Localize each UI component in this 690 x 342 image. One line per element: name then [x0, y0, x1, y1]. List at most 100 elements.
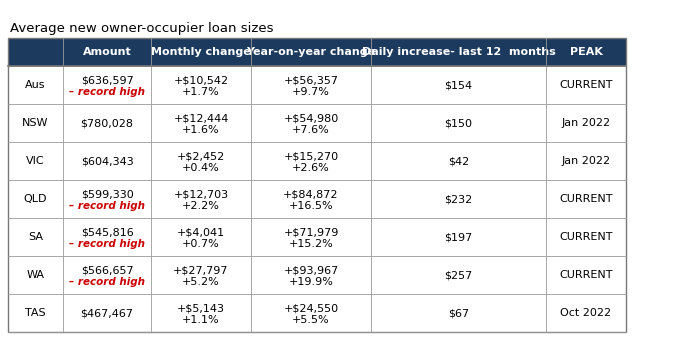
- Text: – record high: – record high: [69, 87, 145, 97]
- Text: $197: $197: [444, 232, 473, 242]
- Text: +1.6%: +1.6%: [182, 125, 220, 135]
- Text: $150: $150: [444, 118, 473, 128]
- Text: +$93,967: +$93,967: [284, 265, 339, 275]
- Text: – record high: – record high: [69, 277, 145, 287]
- Text: +5.5%: +5.5%: [292, 315, 330, 325]
- Text: +$54,980: +$54,980: [284, 113, 339, 123]
- Bar: [546, 256, 626, 294]
- Text: +$27,797: +$27,797: [173, 265, 229, 275]
- Text: +7.6%: +7.6%: [292, 125, 330, 135]
- Text: $467,467: $467,467: [81, 308, 133, 318]
- Text: +$56,357: +$56,357: [284, 75, 339, 85]
- Text: $154: $154: [444, 80, 473, 90]
- Bar: [63, 66, 151, 104]
- Bar: [8, 38, 626, 332]
- Bar: [151, 66, 251, 104]
- Text: +15.2%: +15.2%: [288, 239, 333, 249]
- Text: +$5,143: +$5,143: [177, 303, 225, 313]
- Bar: [371, 66, 546, 104]
- Text: Jan 2022: Jan 2022: [562, 156, 611, 166]
- Text: PEAK: PEAK: [569, 47, 602, 57]
- Text: CURRENT: CURRENT: [560, 270, 613, 280]
- Text: Aus: Aus: [26, 80, 46, 90]
- Text: $566,657: $566,657: [81, 265, 133, 275]
- Bar: [8, 104, 63, 142]
- Text: SA: SA: [28, 232, 43, 242]
- Text: $42: $42: [448, 156, 469, 166]
- Bar: [151, 142, 251, 180]
- Bar: [371, 38, 546, 66]
- Bar: [151, 218, 251, 256]
- Text: +0.4%: +0.4%: [182, 163, 220, 173]
- Bar: [151, 104, 251, 142]
- Text: QLD: QLD: [23, 194, 47, 204]
- Bar: [63, 142, 151, 180]
- Bar: [63, 256, 151, 294]
- Bar: [546, 66, 626, 104]
- Text: +$15,270: +$15,270: [284, 151, 339, 161]
- Text: +$12,703: +$12,703: [173, 189, 228, 199]
- Text: $636,597: $636,597: [81, 75, 133, 85]
- Bar: [371, 104, 546, 142]
- Text: +$12,444: +$12,444: [173, 113, 228, 123]
- Bar: [546, 38, 626, 66]
- Text: CURRENT: CURRENT: [560, 80, 613, 90]
- Bar: [251, 38, 371, 66]
- Bar: [251, 142, 371, 180]
- Text: $232: $232: [444, 194, 473, 204]
- Bar: [251, 66, 371, 104]
- Text: Average new owner-occupier loan sizes: Average new owner-occupier loan sizes: [10, 22, 273, 35]
- Text: +$10,542: +$10,542: [173, 75, 228, 85]
- Text: Jan 2022: Jan 2022: [562, 118, 611, 128]
- Text: $257: $257: [444, 270, 473, 280]
- Bar: [546, 218, 626, 256]
- Text: +$4,041: +$4,041: [177, 227, 225, 237]
- Text: CURRENT: CURRENT: [560, 232, 613, 242]
- Text: +2.6%: +2.6%: [292, 163, 330, 173]
- Bar: [151, 294, 251, 332]
- Bar: [251, 180, 371, 218]
- Text: Amount: Amount: [83, 47, 131, 57]
- Bar: [8, 66, 63, 104]
- Bar: [8, 294, 63, 332]
- Text: Monthly change: Monthly change: [151, 47, 251, 57]
- Text: Daily increase- last 12  months: Daily increase- last 12 months: [362, 47, 555, 57]
- Bar: [371, 180, 546, 218]
- Bar: [371, 256, 546, 294]
- Text: – record high: – record high: [69, 201, 145, 211]
- Text: +1.7%: +1.7%: [182, 87, 220, 97]
- Text: $599,330: $599,330: [81, 189, 133, 199]
- Bar: [151, 256, 251, 294]
- Bar: [251, 294, 371, 332]
- Bar: [63, 38, 151, 66]
- Text: +5.2%: +5.2%: [182, 277, 220, 287]
- Text: +19.9%: +19.9%: [288, 277, 333, 287]
- Text: +1.1%: +1.1%: [182, 315, 220, 325]
- Bar: [151, 38, 251, 66]
- Text: $67: $67: [448, 308, 469, 318]
- Text: +$71,979: +$71,979: [284, 227, 339, 237]
- Bar: [371, 218, 546, 256]
- Bar: [251, 218, 371, 256]
- Bar: [8, 256, 63, 294]
- Text: – record high: – record high: [69, 239, 145, 249]
- Text: +2.2%: +2.2%: [182, 201, 220, 211]
- Text: Year-on-year change: Year-on-year change: [246, 47, 375, 57]
- Bar: [546, 294, 626, 332]
- Bar: [8, 38, 63, 66]
- Text: Oct 2022: Oct 2022: [560, 308, 611, 318]
- Bar: [371, 294, 546, 332]
- Bar: [251, 104, 371, 142]
- Text: +$84,872: +$84,872: [284, 189, 339, 199]
- Text: +0.7%: +0.7%: [182, 239, 220, 249]
- Bar: [63, 294, 151, 332]
- Text: $604,343: $604,343: [81, 156, 133, 166]
- Text: TAS: TAS: [26, 308, 46, 318]
- Text: WA: WA: [26, 270, 44, 280]
- Bar: [251, 256, 371, 294]
- Text: NSW: NSW: [22, 118, 49, 128]
- Bar: [8, 218, 63, 256]
- Text: +16.5%: +16.5%: [288, 201, 333, 211]
- Bar: [8, 180, 63, 218]
- Bar: [546, 142, 626, 180]
